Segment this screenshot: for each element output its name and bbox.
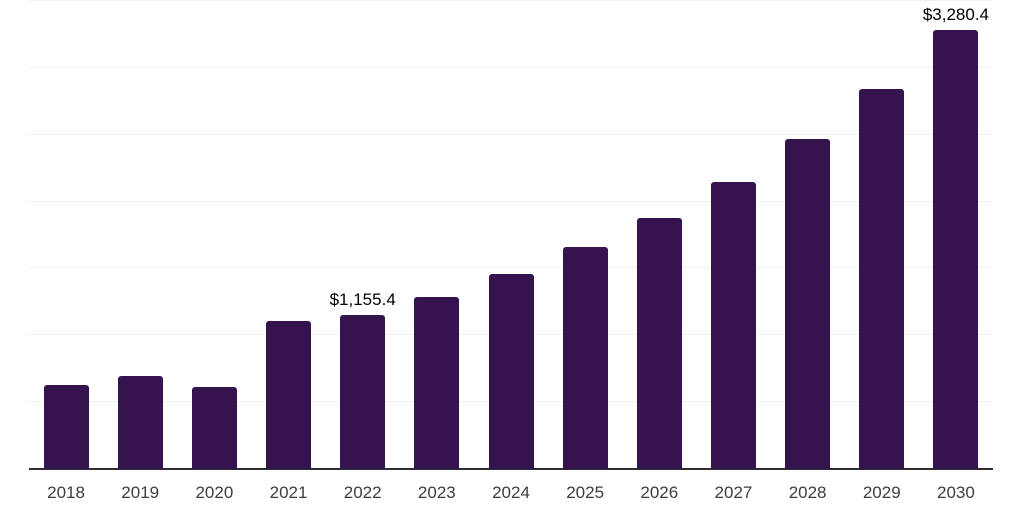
bar-2022[interactable] bbox=[340, 314, 386, 469]
x-tick-2019: 2019 bbox=[121, 483, 160, 502]
x-tick-2030: 2030 bbox=[937, 483, 975, 502]
plot-area: $1,155.4 $3,280.4 bbox=[29, 0, 993, 470]
x-tick-2021: 2021 bbox=[269, 483, 308, 502]
x-tick-2029: 2029 bbox=[862, 483, 901, 502]
bar-2018[interactable] bbox=[43, 384, 89, 469]
x-tick-2024: 2024 bbox=[492, 483, 530, 502]
data-label-2022: $1,155.4 bbox=[329, 289, 396, 309]
bar-2025[interactable] bbox=[562, 247, 608, 469]
x-tick-2018: 2018 bbox=[47, 483, 85, 502]
bar-2026[interactable] bbox=[636, 217, 682, 469]
gridline-2000 bbox=[29, 200, 993, 202]
gridline-3000 bbox=[29, 66, 993, 68]
x-tick-2027: 2027 bbox=[714, 483, 753, 502]
bar-2021[interactable] bbox=[266, 321, 312, 469]
x-tick-2028: 2028 bbox=[788, 483, 827, 502]
data-label-2030: $3,280.4 bbox=[922, 5, 990, 25]
bar-2030[interactable] bbox=[933, 30, 979, 469]
bar-2024[interactable] bbox=[488, 273, 534, 469]
bar-2029[interactable] bbox=[859, 89, 905, 469]
x-tick-2020: 2020 bbox=[195, 483, 234, 502]
x-tick-2025: 2025 bbox=[566, 483, 605, 502]
x-tick-2023: 2023 bbox=[417, 483, 456, 502]
gridline-3500 bbox=[29, 0, 993, 1]
bar-2023[interactable] bbox=[414, 296, 460, 469]
x-tick-2022: 2022 bbox=[343, 483, 382, 502]
gridline-1500 bbox=[29, 267, 993, 269]
gridline-2500 bbox=[29, 133, 993, 135]
x-tick-2026: 2026 bbox=[640, 483, 679, 502]
bar-2020[interactable] bbox=[191, 386, 237, 469]
x-axis-line bbox=[29, 468, 993, 470]
bar-2028[interactable] bbox=[785, 139, 831, 469]
bar-2019[interactable] bbox=[117, 376, 163, 469]
bar-2027[interactable] bbox=[710, 181, 756, 469]
